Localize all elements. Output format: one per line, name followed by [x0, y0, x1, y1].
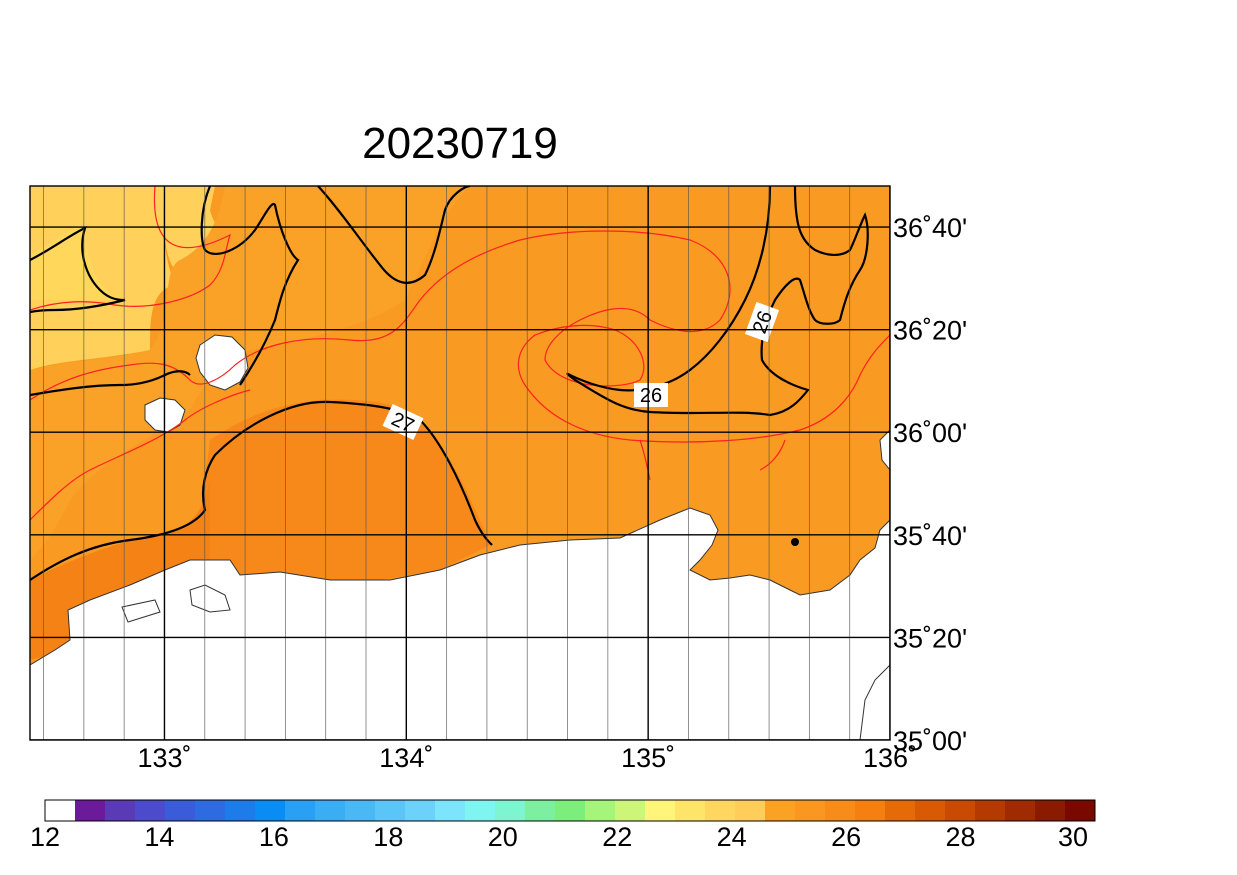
latitude-tick-labels: 36˚40' 36˚20' 36˚00' 35˚40' 35˚20' 35˚00'	[893, 213, 967, 756]
contours-minor	[30, 186, 890, 521]
colorbar-swatch	[615, 800, 646, 821]
colorbar-swatch	[195, 800, 226, 821]
colorbar-swatch	[585, 800, 616, 821]
latitude-tick-label: 35˚40'	[893, 521, 967, 551]
colorbar-swatch	[375, 800, 406, 821]
colorbar-swatch	[735, 800, 766, 821]
island-oki-dogo	[195, 334, 249, 391]
colorbar-swatch	[495, 800, 526, 821]
longitude-tick-label: 136˚	[863, 743, 917, 773]
colorbar-swatch	[1005, 800, 1036, 821]
colorbar-swatch	[825, 800, 856, 821]
colorbar-swatch	[885, 800, 916, 821]
colorbar-frame	[44, 799, 1096, 822]
longitude-tick-labels: 133˚ 134˚ 135˚ 136˚	[137, 743, 917, 773]
latitude-tick-label: 36˚20'	[893, 316, 967, 346]
map-title: 20230719	[362, 119, 558, 168]
contour-label-26-south: 26	[634, 383, 668, 407]
colorbar-swatch	[1035, 800, 1066, 821]
colorbar-tick-labels: 12 14 16 18 20 22 24 26 28 30	[30, 822, 1088, 852]
colorbar-swatch	[165, 800, 196, 821]
colorbar-swatch	[285, 800, 316, 821]
sst-region-coolest	[30, 225, 120, 300]
colorbar-swatch	[435, 800, 466, 821]
colorbar-swatch	[255, 800, 286, 821]
colorbar-tick-label: 30	[1058, 822, 1088, 852]
longitude-tick-label: 135˚	[621, 743, 675, 773]
colorbar-swatch	[525, 800, 556, 821]
colorbar-swatch	[975, 800, 1006, 821]
land-east-coast	[879, 429, 890, 471]
colorbar-swatch	[105, 800, 136, 821]
colorbar-swatch	[915, 800, 946, 821]
colorbar-swatch	[465, 800, 496, 821]
longitude-tick-label: 133˚	[137, 743, 191, 773]
longitude-tick-label: 134˚	[379, 743, 433, 773]
colorbar-tick-label: 16	[259, 822, 289, 852]
graticule-major	[30, 186, 890, 740]
sst-region-warm-core	[200, 399, 490, 590]
colorbar-tick-label: 20	[488, 822, 518, 852]
sst-region-transition	[30, 186, 470, 560]
lake-shinji	[121, 599, 161, 623]
colorbar-tick-label: 28	[946, 822, 976, 852]
colorbar	[44, 799, 1096, 822]
colorbar-swatch	[75, 800, 106, 821]
latitude-tick-label: 35˚00'	[893, 726, 967, 756]
contour-label-26-south-text: 26	[640, 385, 662, 407]
colorbar-swatch	[45, 800, 76, 821]
colorbar-swatch	[1065, 800, 1096, 821]
colorbar-tick-label: 18	[373, 822, 403, 852]
colorbar-swatch	[555, 800, 586, 821]
map-frame	[29, 185, 891, 741]
colorbar-swatch	[945, 800, 976, 821]
land-peninsula-se	[859, 664, 890, 740]
map-plot-area: 27 26 26	[30, 186, 890, 740]
colorbar-tick-label: 14	[144, 822, 174, 852]
colorbar-swatch	[315, 800, 346, 821]
colorbar-swatch	[765, 800, 796, 821]
latitude-tick-label: 36˚40'	[893, 213, 967, 243]
latitude-tick-label: 35˚20'	[893, 623, 967, 653]
colorbar-swatch	[705, 800, 736, 821]
colorbar-tick-label: 26	[831, 822, 861, 852]
colorbar-swatch	[645, 800, 676, 821]
colorbar-swatch	[345, 800, 376, 821]
colorbar-swatch	[135, 800, 166, 821]
latitude-tick-label: 36˚00'	[893, 418, 967, 448]
colorbar-tick-label: 24	[717, 822, 747, 852]
colorbar-swatch	[855, 800, 886, 821]
colorbar-swatch	[795, 800, 826, 821]
colorbar-tick-label: 12	[30, 822, 60, 852]
colorbar-swatch	[405, 800, 436, 821]
colorbar-swatch	[675, 800, 706, 821]
colorbar-swatch	[225, 800, 256, 821]
station-marker	[791, 538, 799, 546]
colorbar-tick-label: 22	[602, 822, 632, 852]
